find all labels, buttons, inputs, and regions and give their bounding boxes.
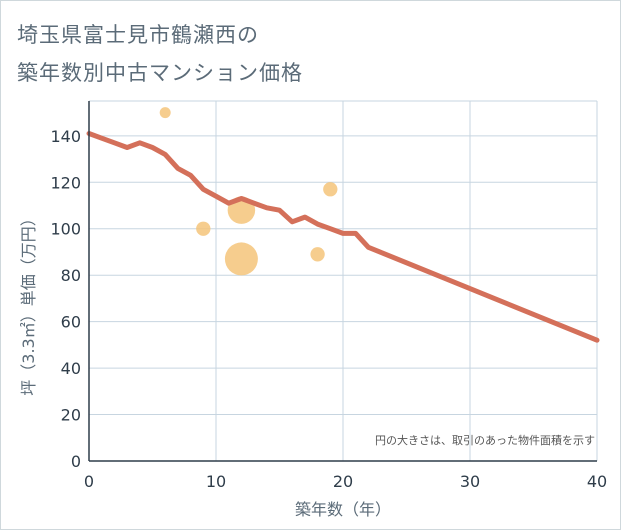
y-tick-label: 60 [61, 313, 81, 332]
y-tick-label: 80 [61, 266, 81, 285]
y-axis-title: 坪（3.3㎡）単価（万円） [19, 210, 38, 395]
trend-line [86, 131, 600, 343]
y-tick-label: 140 [50, 127, 81, 146]
y-tick-label: 40 [61, 359, 81, 378]
y-tick-label: 100 [50, 220, 81, 239]
x-tick-label: 30 [460, 472, 480, 491]
y-tick-label: 20 [61, 406, 81, 425]
y-tick-label: 0 [71, 452, 81, 471]
bubble-point [323, 182, 338, 197]
bubble-point [159, 107, 171, 119]
axes: 0 10 20 30 40 0 20 40 60 80 100 120 140 [50, 101, 607, 491]
chart-title-line-2: 築年数別中古マンション価格 [17, 61, 303, 85]
x-tick-label: 40 [587, 472, 607, 491]
x-tick-label: 0 [84, 472, 94, 491]
grid [89, 100, 598, 461]
chart-title-line-1: 埼玉県富士見市鶴瀬西の [17, 23, 259, 47]
x-tick-label: 20 [333, 472, 353, 491]
x-tick-label: 10 [206, 472, 226, 491]
y-tick-label: 120 [50, 173, 81, 192]
bubble-size-note: 円の大きさは、取引のあった物件面積を示す [375, 433, 595, 447]
bubble-series [159, 107, 338, 276]
bubble-point [310, 247, 325, 262]
trend-line-series [86, 131, 600, 343]
x-axis-title: 築年数（年） [295, 500, 391, 519]
bubble-point [196, 221, 211, 236]
bubble-point [224, 242, 258, 276]
